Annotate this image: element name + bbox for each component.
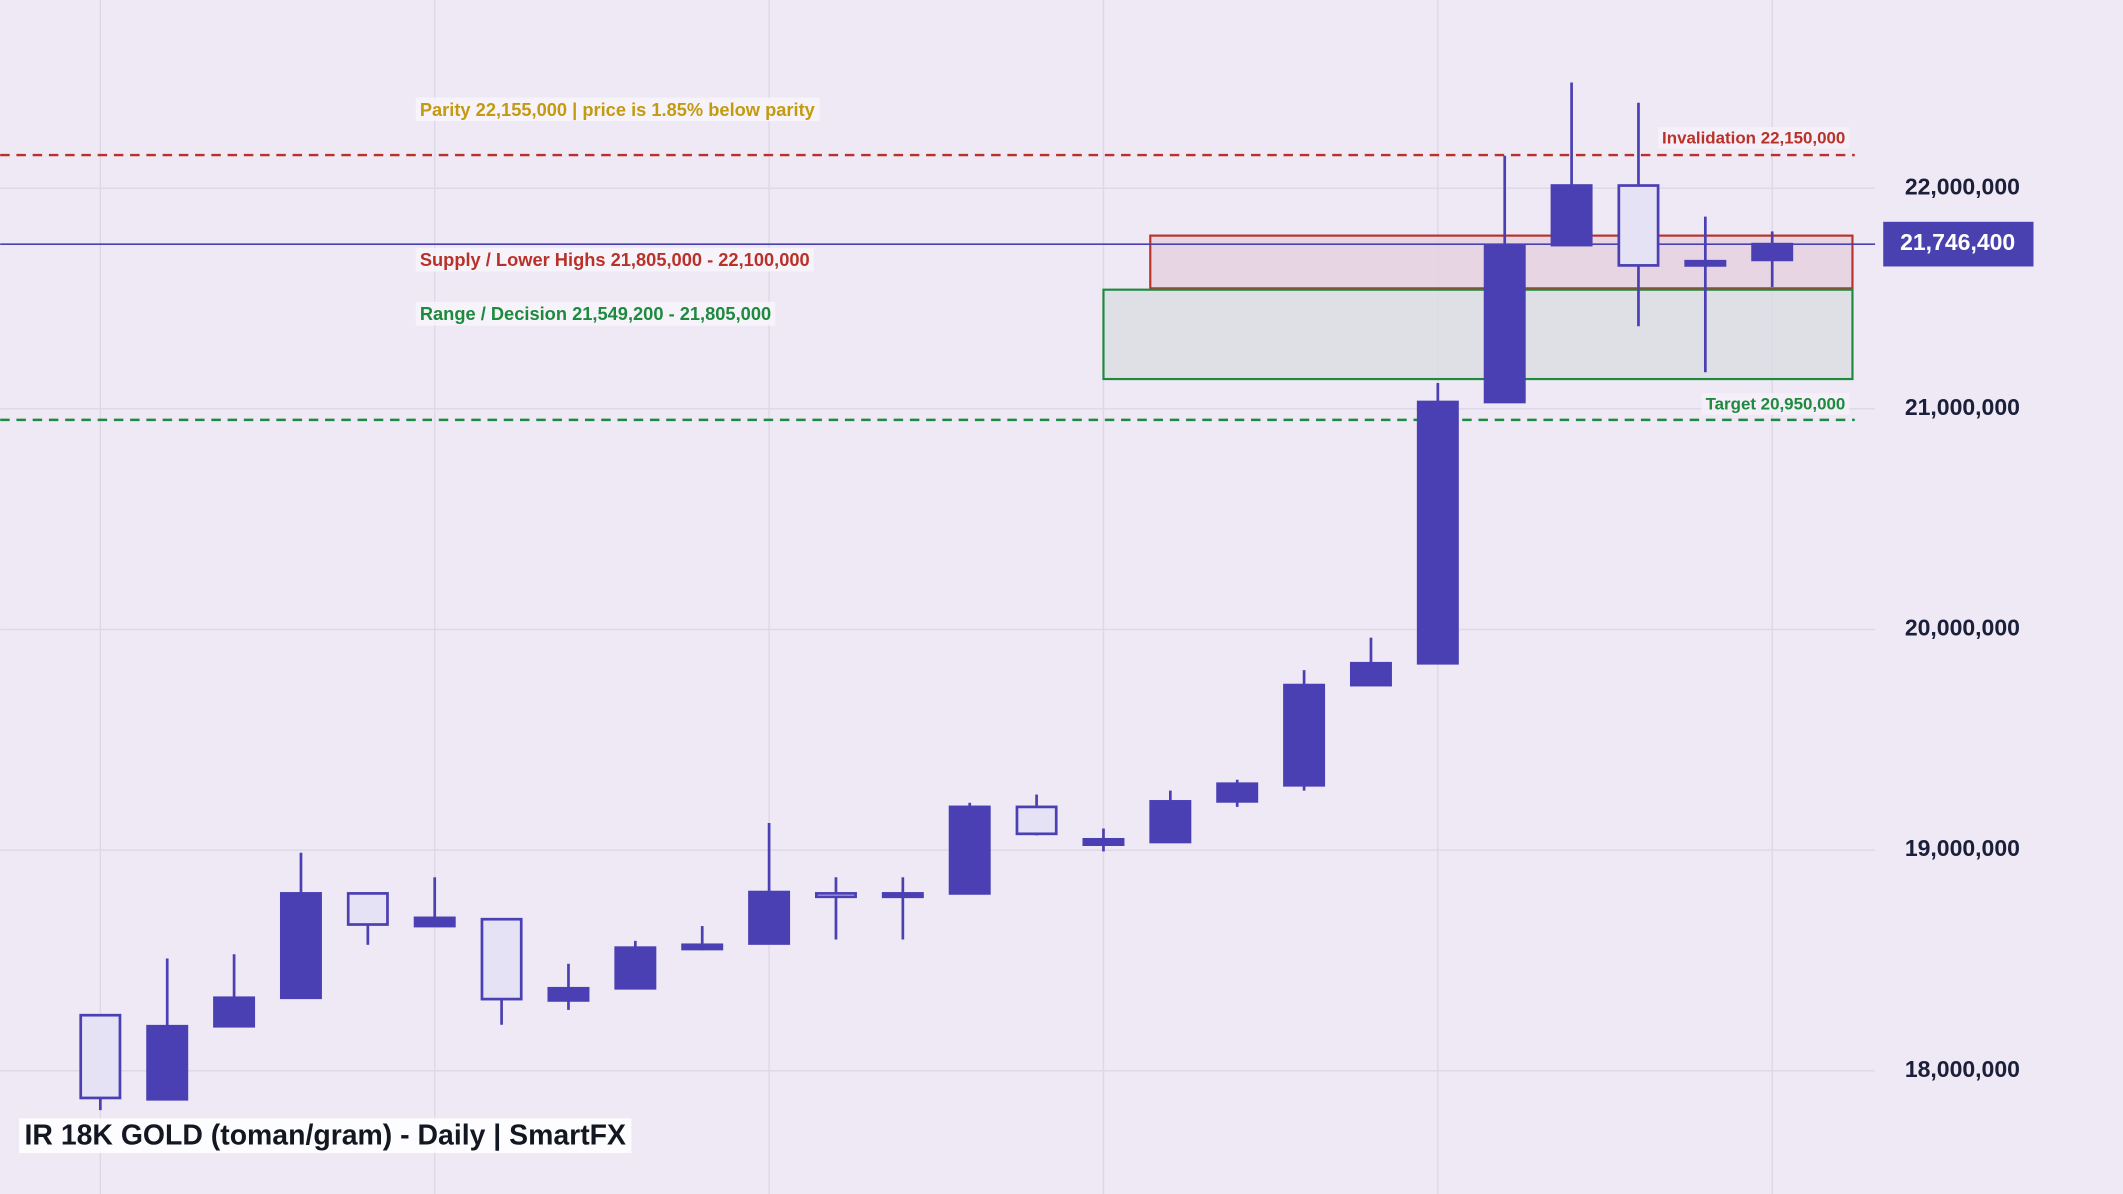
price-tag [1883,221,2034,267]
label-background [1658,126,1850,149]
candle-body [1149,800,1192,844]
candle-body [279,892,322,1000]
price-tag-label: 21,746,400 [1900,229,2015,255]
y-tick-label: 20,000,000 [1905,615,2020,641]
y-tick-label: 21,000,000 [1905,394,2020,420]
y-tick-label: 18,000,000 [1905,1056,2020,1082]
candle-body [1082,837,1125,846]
zone [1102,288,1854,381]
candle-body [1283,683,1326,787]
candle-body [814,892,857,899]
candle-body [1349,661,1392,687]
y-tick-label: 19,000,000 [1905,835,2020,861]
label-background [415,97,820,122]
candle-body [1617,184,1660,267]
candle-body [1684,259,1727,267]
level-label: Invalidation 22,150,000 [1662,128,1845,147]
candle-body [547,986,590,1002]
annotation: Parity 22,155,000 | price is 1.85% below… [420,99,816,120]
label-background [415,247,814,272]
level-label: Target 20,950,000 [1706,394,1846,413]
candle-body [681,943,724,951]
candle-body [948,805,991,895]
candle-body [1416,400,1459,665]
candle-body [881,892,924,899]
candle-body [1751,242,1794,262]
candle-body [146,1024,189,1101]
chart-title: IR 18K GOLD (toman/gram) - Daily | Smart… [25,1120,626,1152]
candle-body [79,1013,122,1100]
candle-body [480,917,523,1001]
candle-body [748,890,791,945]
label-background [415,301,776,326]
zone-label: Range / Decision 21,549,200 - 21,805,000 [420,303,771,324]
candle-body [346,892,389,926]
zone-label: Supply / Lower Highs 21,805,000 - 22,100… [420,249,810,270]
candle-body [1550,184,1593,247]
candle-body [614,946,657,990]
y-tick-label: 22,000,000 [1905,173,2020,199]
candle-body [1015,805,1058,836]
label-background [1701,393,1850,415]
candle-body [1483,243,1526,404]
candle-body [413,916,456,928]
candle-body [1216,782,1259,803]
candle-body [213,996,256,1028]
label-background [19,1118,632,1153]
